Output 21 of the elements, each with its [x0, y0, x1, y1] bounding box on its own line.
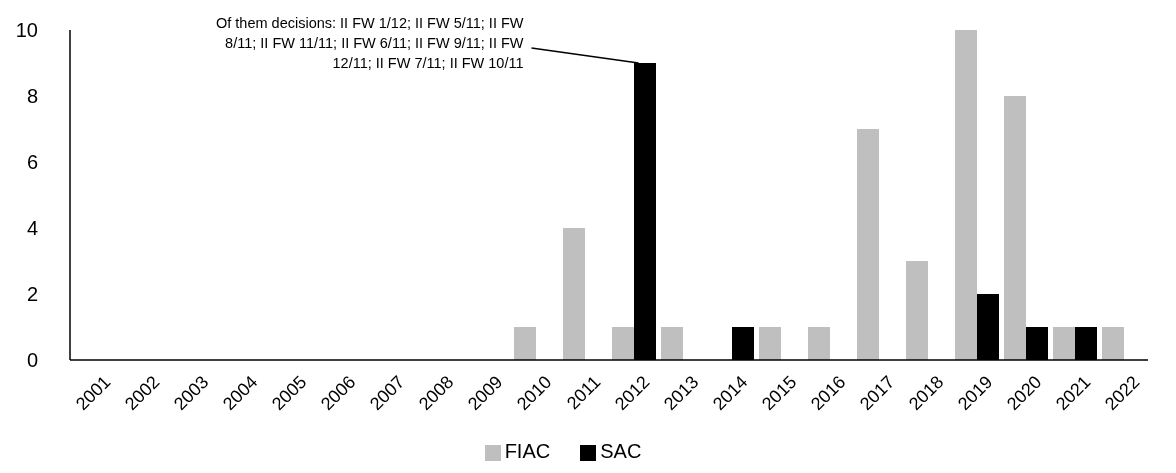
- legend-label: SAC: [600, 440, 642, 462]
- bar: [563, 228, 585, 360]
- y-tick-label: 10: [15, 19, 38, 42]
- bar: [1102, 327, 1124, 360]
- y-tick-label: 2: [26, 283, 38, 306]
- annotation: Of them decisions: II FW 1/12; II FW 5/11; II FW 8/11; II FW 11/11; II FW 6/11; II FW 9/11; II FW 12/11; II FW 7/11; II FW 10/11: [215, 15, 524, 71]
- y-tick-label: 8: [26, 85, 38, 108]
- bar: [955, 30, 977, 360]
- legend-label: FIAC: [504, 440, 551, 462]
- bar: [1053, 327, 1075, 360]
- bar: [808, 327, 830, 360]
- bar: [661, 327, 683, 360]
- bar: [612, 327, 634, 360]
- bar: [759, 327, 781, 360]
- bar: [857, 129, 879, 360]
- bar: [514, 327, 536, 360]
- y-tick-label: 0: [26, 349, 38, 372]
- y-tick-label: 4: [26, 217, 38, 240]
- bar: [1004, 96, 1026, 360]
- y-tick-label: 6: [26, 151, 38, 174]
- bar: [906, 261, 928, 360]
